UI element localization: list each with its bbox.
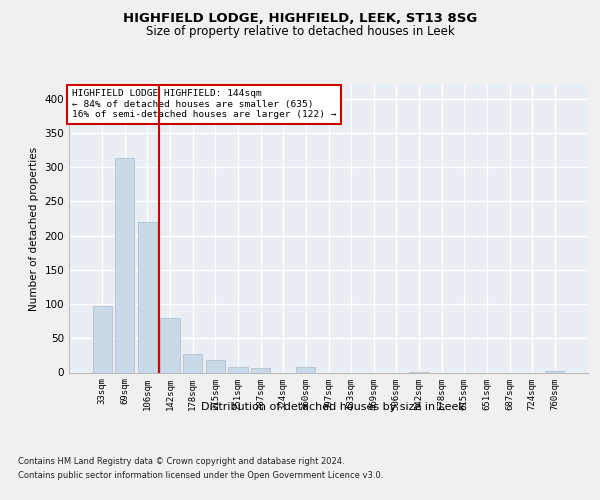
Bar xyxy=(92,306,112,372)
Bar xyxy=(160,318,180,372)
Text: Size of property relative to detached houses in Leek: Size of property relative to detached ho… xyxy=(146,25,454,38)
Text: Contains public sector information licensed under the Open Government Licence v3: Contains public sector information licen… xyxy=(18,471,383,480)
Bar xyxy=(183,354,202,372)
Text: HIGHFIELD LODGE HIGHFIELD: 144sqm
← 84% of detached houses are smaller (635)
16%: HIGHFIELD LODGE HIGHFIELD: 144sqm ← 84% … xyxy=(71,90,336,119)
Text: HIGHFIELD LODGE, HIGHFIELD, LEEK, ST13 8SG: HIGHFIELD LODGE, HIGHFIELD, LEEK, ST13 8… xyxy=(123,12,477,26)
Bar xyxy=(229,367,248,372)
Text: Contains HM Land Registry data © Crown copyright and database right 2024.: Contains HM Land Registry data © Crown c… xyxy=(18,457,344,466)
Bar xyxy=(545,371,565,372)
Bar xyxy=(296,367,316,372)
Bar xyxy=(138,222,157,372)
Y-axis label: Number of detached properties: Number of detached properties xyxy=(29,146,39,311)
Bar xyxy=(115,158,134,372)
Bar xyxy=(251,368,270,372)
Bar xyxy=(206,360,225,372)
Text: Distribution of detached houses by size in Leek: Distribution of detached houses by size … xyxy=(201,402,465,412)
